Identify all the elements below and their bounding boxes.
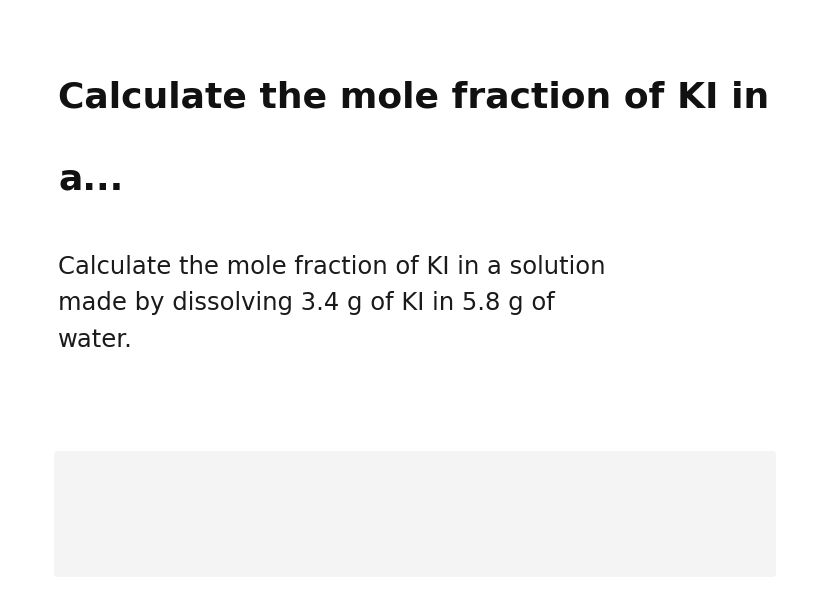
Text: Calculate the mole fraction of KI in: Calculate the mole fraction of KI in xyxy=(58,80,768,114)
Text: Calculate the mole fraction of KI in a solution
made by dissolving 3.4 g of KI i: Calculate the mole fraction of KI in a s… xyxy=(58,255,605,351)
FancyBboxPatch shape xyxy=(54,451,775,577)
Text: a...: a... xyxy=(58,163,123,197)
